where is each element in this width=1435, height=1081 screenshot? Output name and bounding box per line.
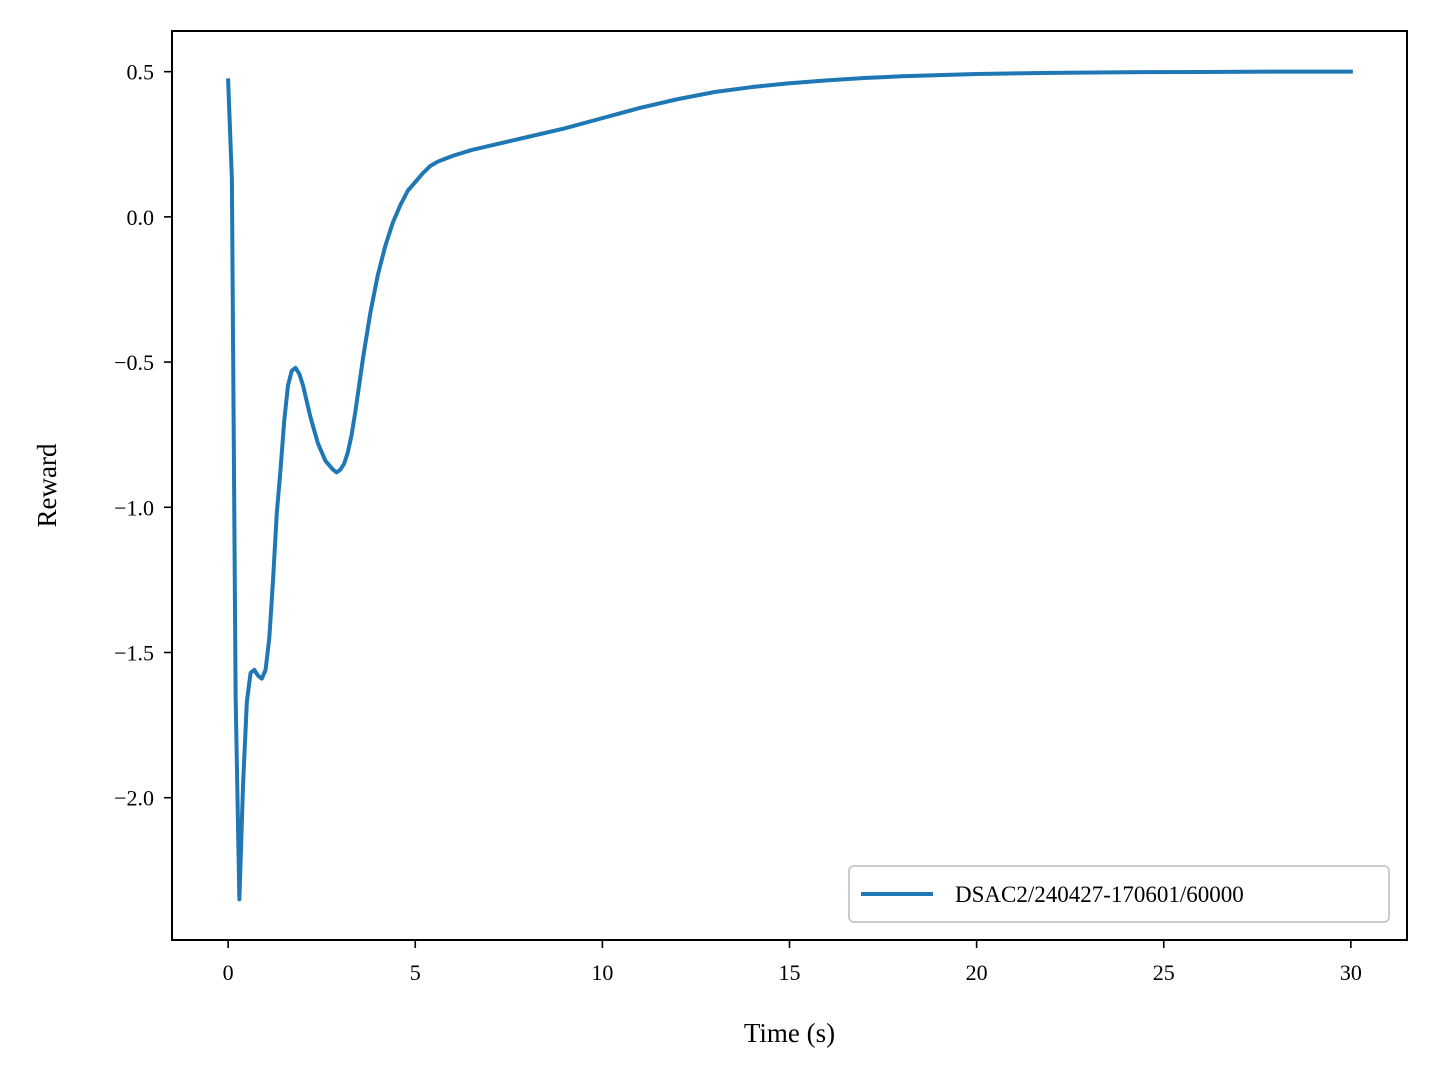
legend-box bbox=[848, 865, 1390, 923]
plot-area bbox=[226, 69, 1353, 902]
x-tick-label: 20 bbox=[966, 960, 988, 985]
axes-frame bbox=[171, 30, 1408, 941]
x-tick-label: 0 bbox=[223, 960, 234, 985]
y-tick-label: 0.0 bbox=[127, 205, 155, 230]
x-tick-label: 25 bbox=[1153, 960, 1175, 985]
x-tick-label: 5 bbox=[410, 960, 421, 985]
x-tick-label: 30 bbox=[1340, 960, 1362, 985]
x-tick-label: 10 bbox=[591, 960, 613, 985]
y-axis: 0.5 0.0 −0.5 −1.0 −1.5 −2.0 bbox=[114, 60, 172, 811]
legend: DSAC2/240427-170601/60000 bbox=[848, 865, 1390, 923]
y-tick-label: −0.5 bbox=[114, 350, 154, 375]
y-tick-label: −2.0 bbox=[114, 786, 154, 811]
y-tick-label: 0.5 bbox=[127, 60, 155, 85]
y-tick-label: −1.0 bbox=[114, 495, 154, 520]
y-axis-title: Reward bbox=[32, 443, 62, 527]
x-axis: 0 5 10 15 20 25 30 bbox=[223, 940, 1362, 985]
x-tick-label: 15 bbox=[779, 960, 801, 985]
legend-label: DSAC2/240427-170601/60000 bbox=[955, 882, 1244, 907]
x-axis-title: Time (s) bbox=[744, 1018, 835, 1048]
y-tick-label: −1.5 bbox=[114, 640, 154, 665]
series-line-0 bbox=[226, 69, 1353, 902]
